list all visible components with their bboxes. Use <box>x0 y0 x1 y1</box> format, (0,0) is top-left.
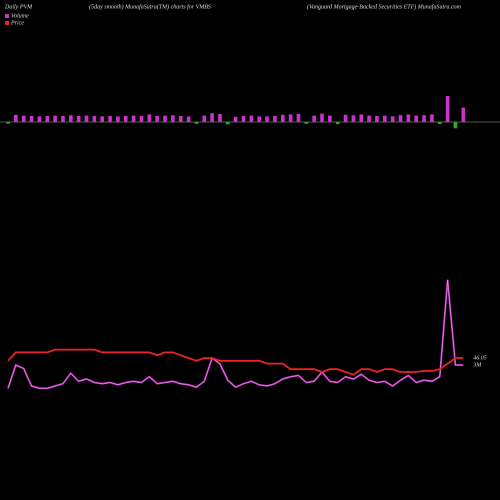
volume-bar <box>53 115 57 122</box>
volume-bar <box>100 116 104 122</box>
volume-bar <box>123 116 128 122</box>
volume-bar <box>84 115 89 122</box>
end-label: 46.05 <box>473 354 487 361</box>
volume-bar <box>335 122 340 125</box>
volume-bar <box>139 116 144 122</box>
volume-bar <box>367 115 371 122</box>
title-center: (5day smooth) MunafaSutra(TM) charts for… <box>89 3 211 10</box>
volume-bar <box>29 116 34 122</box>
legend-label: Volume <box>11 13 29 19</box>
series-line <box>7 348 464 376</box>
volume-bar <box>288 114 293 122</box>
volume-bar <box>92 116 97 122</box>
volume-bar <box>383 115 387 122</box>
volume-bar <box>445 96 450 122</box>
legend-swatch <box>5 14 9 18</box>
volume-bar <box>21 115 26 122</box>
volume-bar <box>296 114 301 122</box>
volume-bar <box>312 115 316 122</box>
volume-bar <box>226 122 230 125</box>
volume-bar <box>304 122 309 124</box>
title-right: (Vanguard Mortgage-Backed Securities ETF… <box>307 3 462 10</box>
volume-bar <box>265 116 269 122</box>
volume-bar <box>155 116 159 122</box>
volume-bar <box>328 115 332 122</box>
volume-bar <box>406 114 411 122</box>
volume-bar <box>69 115 73 122</box>
volume-bar <box>6 122 10 124</box>
volume-bar <box>280 114 285 122</box>
volume-bar <box>461 107 466 122</box>
legend-swatch <box>5 21 9 25</box>
volume-bar <box>257 116 261 122</box>
volume-bar <box>351 115 356 122</box>
volume-bar <box>178 116 183 122</box>
volume-bar <box>108 116 112 122</box>
volume-bar <box>210 113 214 122</box>
volume-bar <box>398 115 403 122</box>
volume-bar <box>163 115 167 122</box>
volume-bar <box>422 115 426 122</box>
volume-bar <box>218 114 222 122</box>
volume-bar <box>37 116 42 122</box>
end-label: 3M <box>472 362 482 368</box>
volume-bar <box>186 116 191 122</box>
volume-bar <box>273 116 277 122</box>
title-left: Daily PVM <box>4 4 33 10</box>
volume-bar <box>249 115 254 122</box>
volume-bar <box>147 114 152 122</box>
volume-bar <box>116 116 120 122</box>
volume-bar <box>131 115 136 122</box>
volume-bar <box>320 113 324 122</box>
volume-bar <box>14 114 18 122</box>
series-line-highlight <box>7 279 464 389</box>
volume-bar <box>233 116 238 122</box>
volume-bar <box>343 114 348 122</box>
volume-bar <box>202 115 207 122</box>
legend-label: Price <box>10 20 24 26</box>
volume-bar <box>430 114 434 122</box>
volume-bar <box>76 116 81 122</box>
volume-bar <box>375 116 379 122</box>
volume-bar <box>453 122 458 129</box>
volume-bar <box>241 116 246 122</box>
volume-bar <box>45 116 50 122</box>
volume-bar <box>359 114 364 122</box>
volume-bar <box>171 115 175 122</box>
volume-bar <box>61 116 65 122</box>
volume-bar <box>414 115 418 122</box>
volume-bar <box>437 122 442 124</box>
volume-bar <box>194 122 199 124</box>
volume-bar <box>390 116 395 122</box>
